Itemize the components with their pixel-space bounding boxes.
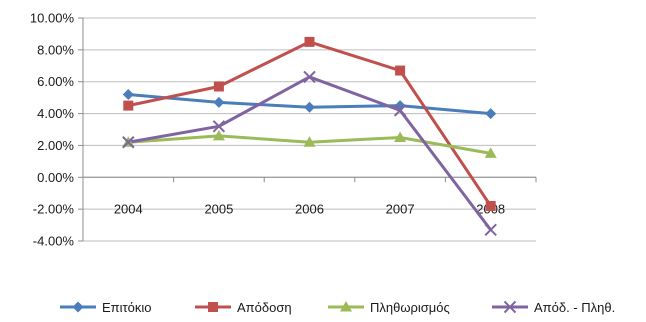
data-point (303, 70, 316, 84)
y-tick-label: 8.00% (37, 42, 74, 57)
legend-swatch (60, 301, 96, 313)
x-tick-label: 2006 (295, 201, 324, 216)
data-point (212, 120, 226, 133)
data-point (122, 136, 135, 149)
chart-legend: Επιτόκιο Απόδοση Πληθωρισμός Απόδ. - Πληθ. (60, 296, 646, 318)
data-point (485, 108, 497, 120)
x-axis-ticks: 20042005200620072008 (114, 201, 505, 216)
legend-swatch (328, 301, 364, 312)
legend-label: Απόδοση (237, 299, 292, 315)
data-point (212, 129, 225, 141)
y-tick-label: 6.00% (37, 74, 74, 89)
data-point (393, 104, 407, 117)
legend-swatch (492, 300, 528, 314)
x-tick-label: 2007 (386, 201, 415, 216)
data-point (484, 223, 497, 237)
legend-item: Απόδ. - Πληθ. (492, 296, 615, 318)
data-point (213, 96, 225, 108)
data-point (394, 131, 407, 142)
data-point (485, 200, 496, 211)
y-tick-label: 10.00% (30, 11, 75, 26)
x-tick-label: 2005 (204, 201, 233, 216)
legend-item: Απόδοση (195, 296, 292, 318)
y-axis-ticks: 10.00% 8.00% 6.00% 4.00% 2.00% 0.00% -2.00% -4.… (30, 11, 75, 249)
data-point (304, 101, 315, 113)
y-tick-label: 0.00% (37, 170, 74, 185)
y-tick-label: -4.00% (33, 234, 75, 249)
y-tick-label: 4.00% (37, 106, 74, 121)
data-point (303, 136, 316, 147)
y-tick-label: 2.00% (37, 138, 74, 153)
x-tick-label: 2004 (114, 201, 143, 216)
y-tick-label: -2.00% (33, 202, 75, 217)
legend-item: Επιτόκιο (60, 296, 152, 318)
legend-label: Απόδ. - Πληθ. (534, 299, 616, 315)
data-point (484, 147, 497, 158)
legend-marker (503, 300, 517, 314)
legend-marker (208, 302, 218, 312)
data-point (304, 36, 315, 47)
legend-item: Πληθωρισμός (328, 296, 450, 318)
series-line-2 (127, 40, 492, 207)
data-point (122, 88, 134, 100)
legend-label: Επιτόκιο (102, 299, 152, 315)
legend-marker (340, 301, 352, 312)
axes (78, 17, 537, 242)
series-markers (122, 36, 497, 237)
legend-marker (72, 301, 84, 313)
data-point (123, 100, 134, 111)
data-point (213, 81, 224, 92)
data-point (395, 65, 406, 76)
legend-swatch (195, 302, 231, 312)
legend-label: Πληθωρισμός (370, 299, 450, 315)
line-chart: 10.00% 8.00% 6.00% 4.00% 2.00% 0.00% -2.00% -4.… (30, 11, 537, 249)
